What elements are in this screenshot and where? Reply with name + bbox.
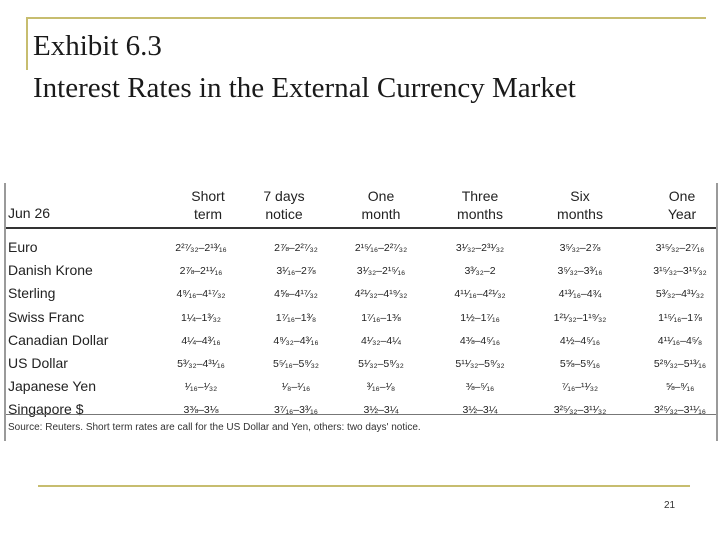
rate-cell: 1⁷⁄₁₆–1³⁄₈ [275,311,317,324]
rate-cell: 4¹⁄₃₂–4¼ [361,334,401,347]
rate-cell: 1²¹⁄₃₂–1¹⁹⁄₃₂ [553,311,607,324]
rate-cell: 4¹¹⁄₁₆–4²¹⁄₃₂ [454,288,506,301]
rate-cell: ¹⁄₈–¹⁄₁₆ [281,381,311,394]
page-number: 21 [664,500,676,511]
column-header-line2: months [557,206,603,222]
rate-cell: 3¹⁵⁄₃₂–3¹⁵⁄₃₂ [653,265,707,278]
rate-cell: ⅝–⁹⁄₁₆ [665,381,695,394]
rate-cell: 2¹⁵⁄₁₆–2²⁷⁄₃₂ [354,242,408,254]
rate-cell: 5³⁄₃₂–4³¹⁄₃₂ [655,288,705,301]
table-date: Jun 26 [8,205,51,221]
rate-cell: 2²⁷⁄₃₂–2¹³⁄₁₆ [175,242,227,254]
rate-cell: 1¹⁵⁄₁₆–1⅞ [658,311,702,324]
footer-rule-table [6,414,716,415]
rate-cell: 4¼–4³⁄₁₆ [181,334,221,347]
row-label: Sterling [8,285,56,302]
column-header-line1: Three [461,188,499,204]
table-left-border [4,183,6,441]
slide-title: Exhibit 6.3 [33,30,162,62]
column-header-line1: One [367,188,395,204]
column-header-short-term: Short term [168,187,248,223]
rate-cell: 3⁷⁄₁₆–3³⁄₁₆ [274,404,318,417]
rate-cell: 4²¹⁄₃₂–4¹⁹⁄₃₂ [354,288,408,301]
rate-cell: 3½–3¼ [462,404,498,417]
rate-cell: 3⅜–3⅛ [183,404,219,417]
rate-cell: 4¹¹⁄₁₆–4⁵⁄₈ [657,334,703,347]
frame-left-line [26,17,28,70]
rate-cell: 3²⁵⁄₃₂–3¹¹⁄₁₆ [654,404,706,417]
rate-cell: 5¹¹⁄₃₂–5⁹⁄₃₂ [455,358,505,370]
rate-cell: 3¹⁄₁₆–2⅞ [276,265,316,278]
column-header-one-month: One month [341,187,421,223]
column-header-7-days: 7 days notice [244,187,324,223]
row-label: Singapore $ [8,401,84,418]
column-header-line1: 7 days [263,188,305,204]
rate-cell: 3⁵⁄₃₂–2⅞ [559,242,601,254]
rate-cell: 5⁵⁄₁₆–5⁹⁄₃₂ [272,358,320,370]
rate-cell: 5⅝–5⁹⁄₁₆ [559,358,601,370]
rates-table: Jun 26 Short term 7 days notice One mont… [4,183,718,443]
rate-cell: ⁷⁄₁₆–¹¹⁄₃₂ [561,381,599,394]
column-header-line1: Short [191,188,225,204]
rate-cell: 4¹³⁄₁₆–4¾ [558,288,602,301]
row-label: Euro [8,239,38,255]
table-right-border [716,183,718,441]
rate-cell: 2⅞–2²⁷⁄₃₂ [274,242,318,254]
rate-cell: 3¹⁵⁄₃₂–2⁷⁄₁₆ [655,242,705,254]
column-header-line1: One [668,188,696,204]
column-header-line1: Six [570,188,590,204]
row-label: Swiss Franc [8,308,85,325]
rate-cell: 4½–4⁵⁄₁₆ [559,334,601,347]
rate-cell: ³⁄₁₆–¹⁄₈ [366,381,396,394]
frame-top-line [26,17,706,19]
row-label: Danish Krone [8,262,93,279]
column-header-line2: months [457,206,503,222]
rate-cell: 1⁷⁄₁₆–1⅜ [361,311,401,324]
column-header-one-year: One Year [642,187,720,223]
rate-cell: ⅜–⁵⁄₁₆ [465,381,495,394]
column-header-line2: notice [265,206,303,222]
rate-cell: 5²⁹⁄₃₂–5¹³⁄₁₆ [653,358,707,370]
slide-footer-rule [38,485,690,487]
header-rule [6,227,716,229]
rate-cell: 1½–1⁷⁄₁₆ [460,311,500,324]
rate-cell: 5³⁄₃₂–4³¹⁄₁₆ [177,358,225,370]
row-label: US Dollar [8,355,68,371]
rate-cell: 3³⁄₃₂–2 [464,265,496,278]
rate-cell: 3½–3¼ [363,404,399,417]
column-header-six-months: Six months [540,187,620,223]
row-label: Canadian Dollar [8,331,109,348]
column-header-line2: term [194,206,222,222]
rate-cell: 3²⁵⁄₃₂–3¹¹⁄₃₂ [553,404,607,417]
rate-cell: ¹⁄₁₆–¹⁄₃₂ [184,381,218,394]
rate-cell: 5¹⁄₃₂–5⁹⁄₃₂ [358,358,404,370]
column-header-line2: Year [667,206,697,222]
row-label: Japanese Yen [8,378,96,395]
rate-cell: 4⅝–4¹⁷⁄₃₂ [274,288,318,301]
rate-cell: 4⁹⁄₁₆–4¹⁷⁄₃₂ [176,288,226,301]
rate-cell: 3¹⁄₃₂–2¹⁵⁄₁₆ [356,265,406,278]
slide-subtitle: Interest Rates in the External Currency … [33,72,576,104]
rate-cell: 1¼–1³⁄₃₂ [181,311,221,324]
rate-cell: 3¹⁄₃₂–2³¹⁄₃₂ [455,242,505,254]
rate-cell: 3⁵⁄₃₂–3³⁄₁₆ [557,265,603,278]
column-header-line2: month [361,206,401,222]
source-note: Source: Reuters. Short term rates are ca… [8,422,421,433]
rate-cell: 2⅞–2¹¹⁄₁₆ [179,265,223,278]
rate-cell: 4⁹⁄₃₂–4³⁄₁₆ [273,334,319,347]
rate-cell: 4⅜–4⁵⁄₁₆ [459,334,501,347]
column-header-three-months: Three months [440,187,520,223]
